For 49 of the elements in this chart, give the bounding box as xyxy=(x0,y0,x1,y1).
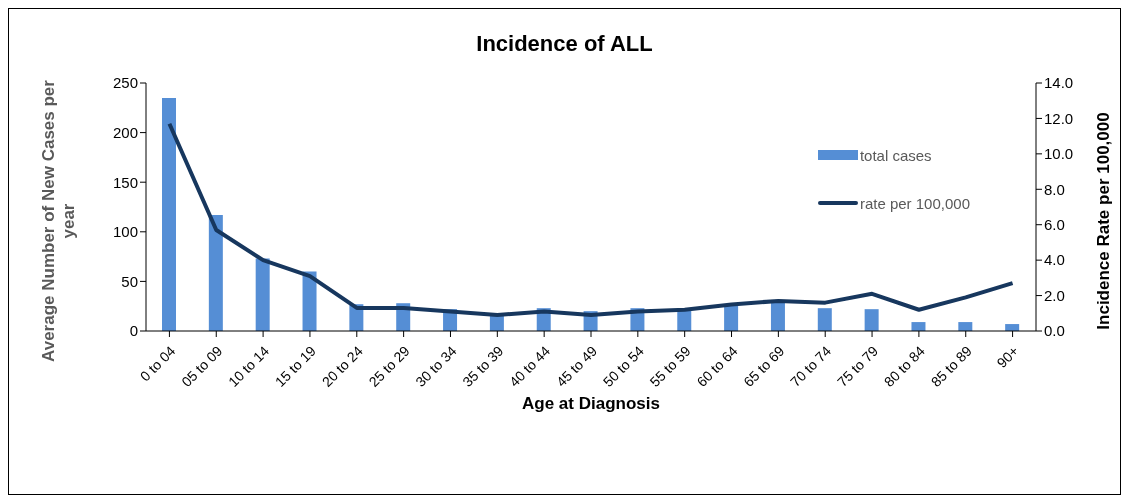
y2-tick-label: 0.0 xyxy=(1044,322,1065,340)
y-tick-label: 150 xyxy=(112,173,138,191)
legend-label: total cases xyxy=(859,146,932,164)
x-tick-label: 40 to 44 xyxy=(506,342,554,390)
bar xyxy=(864,309,879,331)
y2-tick-label: 14.0 xyxy=(1044,74,1074,92)
x-tick-label: 80 to 84 xyxy=(880,342,929,390)
x-tick-label: 55 to 59 xyxy=(646,342,694,390)
x-tick-label: 90+ xyxy=(993,342,1022,371)
x-tick-label: 25 to 29 xyxy=(365,342,413,390)
x-tick-label: 05 to 09 xyxy=(178,342,226,390)
x-tick-label: 20 to 24 xyxy=(318,342,366,390)
bar xyxy=(255,258,270,331)
y-tick-label: 250 xyxy=(112,74,138,92)
x-tick-label: 75 to 79 xyxy=(834,342,882,390)
x-tick-label: 50 to 54 xyxy=(599,342,648,390)
y-tick-label: 200 xyxy=(112,123,138,141)
y-tick-label: 0 xyxy=(129,322,138,340)
line-series xyxy=(167,121,1015,318)
x-tick-label: 85 to 89 xyxy=(927,342,975,390)
bar xyxy=(911,322,926,331)
x-tick-label: 65 to 69 xyxy=(740,342,788,390)
y2-tick-label: 8.0 xyxy=(1044,180,1065,198)
y2-tick-label: 4.0 xyxy=(1044,251,1065,269)
x-axis-title: Age at Diagnosis xyxy=(522,394,660,413)
y2-axis-title: Incidence Rate per 100,000 xyxy=(1094,111,1114,332)
x-tick-label: 45 to 49 xyxy=(552,342,601,390)
bar xyxy=(958,322,973,331)
x-tick-label: 60 to 64 xyxy=(693,342,741,390)
y2-tick-label: 10.0 xyxy=(1044,145,1074,163)
x-tick-label: 35 to 39 xyxy=(459,342,507,390)
x-tick-label: 10 to 14 xyxy=(225,342,273,390)
chart-title: Incidence of ALL xyxy=(475,31,654,57)
x-tick-label: 70 to 74 xyxy=(787,342,835,390)
x-tick-label: 30 to 34 xyxy=(412,342,460,390)
x-tick-label: 15 to 19 xyxy=(271,342,320,390)
bar xyxy=(302,271,317,331)
y-tick-label: 50 xyxy=(121,272,138,290)
y2-tick-label: 12.0 xyxy=(1044,109,1074,127)
bar xyxy=(162,97,176,331)
y2-tick-label: 2.0 xyxy=(1044,286,1065,304)
y-axis-title: Average Number of New Cases per year xyxy=(38,79,79,364)
legend-label: rate per 100,000 xyxy=(859,194,970,212)
y2-tick-label: 6.0 xyxy=(1044,216,1065,234)
x-tick-label: 0 to 04 xyxy=(136,342,179,385)
bar xyxy=(770,301,785,331)
bar xyxy=(208,214,223,331)
y-tick-label: 100 xyxy=(112,223,138,241)
bar xyxy=(817,308,832,331)
